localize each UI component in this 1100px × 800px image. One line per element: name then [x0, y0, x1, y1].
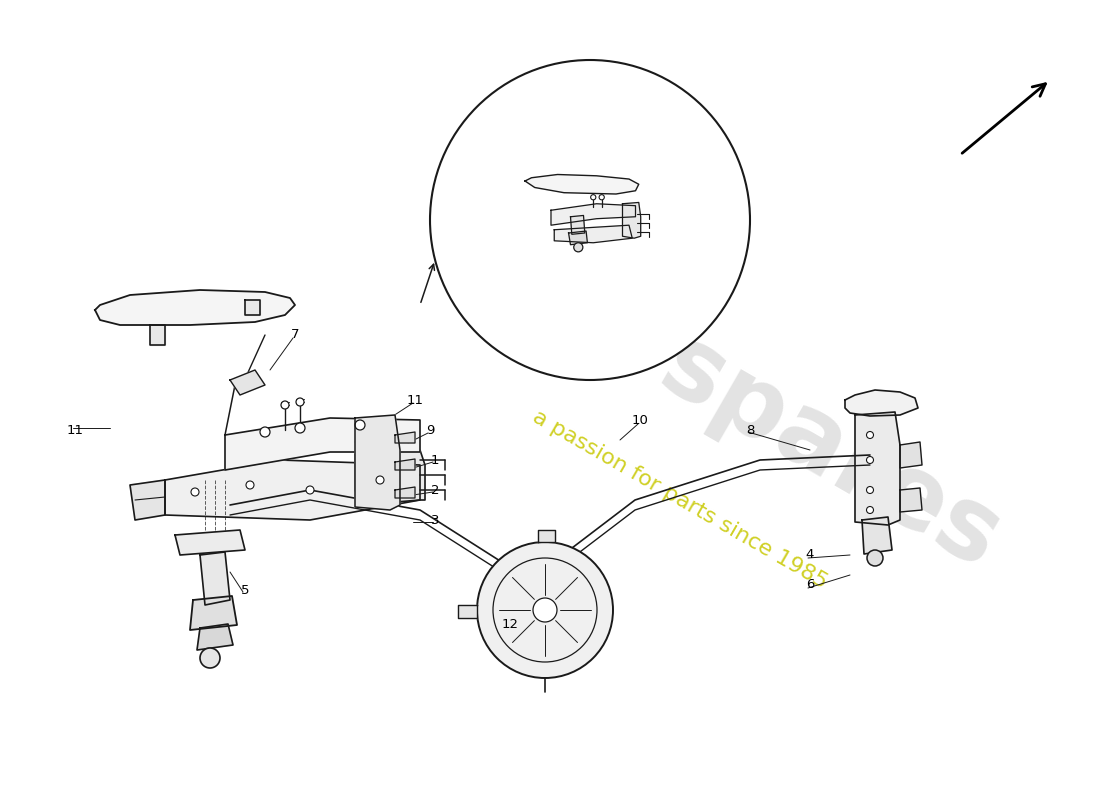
Polygon shape [845, 390, 918, 416]
Text: 11: 11 [66, 423, 84, 437]
Text: 4: 4 [806, 549, 814, 562]
Text: 10: 10 [631, 414, 648, 426]
Polygon shape [200, 552, 230, 605]
Polygon shape [150, 325, 165, 345]
Text: 3: 3 [431, 514, 439, 526]
Polygon shape [623, 202, 640, 238]
Text: eurospares: eurospares [422, 190, 1018, 590]
Polygon shape [862, 517, 892, 554]
Polygon shape [395, 487, 415, 498]
Polygon shape [551, 204, 636, 226]
Polygon shape [165, 460, 420, 520]
Polygon shape [525, 174, 639, 194]
Circle shape [306, 486, 313, 494]
Circle shape [200, 648, 220, 668]
Polygon shape [900, 442, 922, 468]
Polygon shape [190, 596, 236, 630]
Circle shape [430, 60, 750, 380]
Polygon shape [197, 624, 233, 650]
Text: 11: 11 [407, 394, 424, 406]
Text: 1: 1 [431, 454, 439, 466]
Circle shape [191, 488, 199, 496]
Circle shape [296, 398, 304, 406]
Circle shape [867, 486, 873, 494]
Text: 7: 7 [290, 329, 299, 342]
Circle shape [574, 242, 583, 252]
Polygon shape [395, 459, 415, 470]
Polygon shape [395, 432, 415, 443]
Circle shape [867, 506, 873, 514]
Circle shape [867, 550, 883, 566]
Text: 8: 8 [746, 423, 755, 437]
Text: 5: 5 [241, 583, 250, 597]
Text: 9: 9 [426, 423, 434, 437]
Text: 12: 12 [502, 618, 518, 631]
Polygon shape [355, 450, 425, 505]
Polygon shape [226, 418, 420, 470]
Circle shape [295, 423, 305, 433]
Circle shape [355, 420, 365, 430]
Polygon shape [175, 530, 245, 555]
Circle shape [280, 401, 289, 409]
Polygon shape [355, 415, 400, 510]
Polygon shape [458, 605, 477, 618]
Circle shape [477, 542, 613, 678]
Text: 6: 6 [806, 578, 814, 591]
Polygon shape [571, 215, 585, 234]
Polygon shape [900, 488, 922, 512]
Polygon shape [130, 480, 165, 520]
Circle shape [534, 598, 557, 622]
Circle shape [246, 481, 254, 489]
Circle shape [867, 457, 873, 463]
Polygon shape [230, 370, 265, 395]
Polygon shape [855, 412, 900, 525]
Polygon shape [538, 530, 556, 542]
Polygon shape [554, 226, 632, 242]
Polygon shape [95, 290, 295, 325]
Polygon shape [245, 300, 260, 315]
Text: 2: 2 [431, 483, 439, 497]
Circle shape [376, 476, 384, 484]
Polygon shape [569, 231, 587, 245]
Circle shape [867, 431, 873, 438]
Circle shape [591, 194, 596, 200]
Circle shape [260, 427, 270, 437]
Text: a passion for parts since 1985: a passion for parts since 1985 [529, 407, 830, 593]
Circle shape [600, 194, 604, 200]
